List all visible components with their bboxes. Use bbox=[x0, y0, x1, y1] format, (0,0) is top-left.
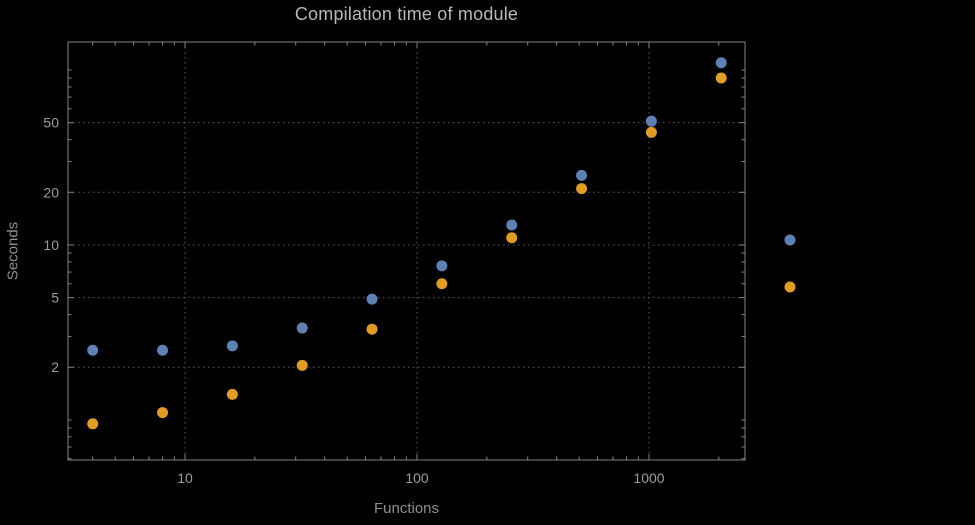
chart-title: Compilation time of module bbox=[294, 4, 519, 24]
legend-marker-series-1 bbox=[784, 234, 796, 246]
legend-marker-series-2 bbox=[784, 281, 796, 293]
y-tick-label: 10 bbox=[43, 237, 59, 253]
data-point-series-1 bbox=[576, 169, 588, 181]
x-tick-label: 10 bbox=[177, 470, 193, 486]
data-point-series-1 bbox=[715, 57, 727, 69]
data-point-series-2 bbox=[436, 278, 448, 290]
data-point-series-1 bbox=[296, 322, 308, 334]
y-tick-label: 2 bbox=[51, 359, 59, 375]
data-point-series-2 bbox=[645, 126, 657, 138]
x-tick-label: 1000 bbox=[633, 470, 664, 486]
data-point-series-2 bbox=[576, 183, 588, 195]
y-tick-label: 5 bbox=[51, 290, 59, 306]
data-point-series-2 bbox=[296, 359, 308, 371]
data-point-series-2 bbox=[87, 418, 99, 430]
data-point-series-2 bbox=[226, 388, 238, 400]
y-tick-label: 20 bbox=[43, 184, 59, 200]
data-point-series-2 bbox=[366, 323, 378, 335]
data-point-series-2 bbox=[506, 232, 518, 244]
x-tick-label: 100 bbox=[405, 470, 429, 486]
data-point-series-1 bbox=[87, 344, 99, 356]
data-point-series-1 bbox=[366, 293, 378, 305]
data-point-series-2 bbox=[157, 407, 169, 419]
data-point-series-1 bbox=[436, 260, 448, 272]
data-point-series-1 bbox=[506, 219, 518, 231]
y-tick-label: 50 bbox=[43, 115, 59, 131]
data-point-series-1 bbox=[226, 340, 238, 352]
x-axis-label: Functions bbox=[373, 500, 440, 517]
data-point-series-1 bbox=[157, 344, 169, 356]
data-point-series-1 bbox=[645, 115, 657, 127]
data-point-series-2 bbox=[715, 72, 727, 84]
plot-frame bbox=[67, 41, 746, 461]
